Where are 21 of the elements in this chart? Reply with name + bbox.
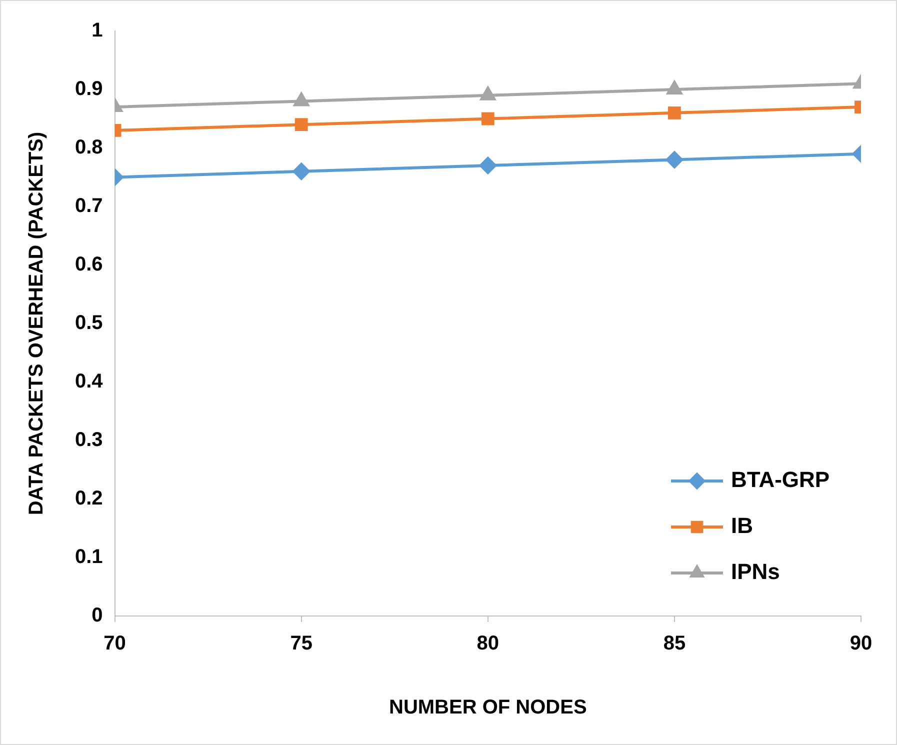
x-tick-label: 75 bbox=[290, 632, 312, 655]
legend-label: BTA-GRP bbox=[731, 467, 830, 492]
legend-label: IPNs bbox=[731, 559, 780, 584]
x-tick-label: 80 bbox=[476, 632, 500, 655]
y-tick-label: 1 bbox=[92, 20, 103, 42]
y-tick-label: 0.6 bbox=[74, 254, 103, 276]
y-tick-label: 0.3 bbox=[74, 429, 103, 452]
x-tick-label: 85 bbox=[663, 632, 686, 655]
x-axis-title: NUMBER OF NODES bbox=[389, 696, 587, 719]
y-tick-label: 0.9 bbox=[74, 78, 103, 100]
y-tick-label: 0 bbox=[92, 604, 103, 627]
y-tick-label: 0.2 bbox=[74, 488, 103, 510]
legend-label: IB bbox=[731, 513, 753, 538]
x-tick-label: 90 bbox=[850, 632, 872, 655]
y-tick-label: 0.4 bbox=[74, 370, 104, 393]
y-axis-title: DATA PACKETS OVERHEAD (PACKETS) bbox=[26, 132, 48, 516]
y-tick-label: 0.5 bbox=[74, 312, 103, 334]
y-tick-label: 0.8 bbox=[74, 136, 103, 159]
y-tick-label: 0.1 bbox=[74, 546, 103, 568]
x-tick-label: 70 bbox=[104, 632, 126, 655]
y-tick-label: 0.7 bbox=[74, 195, 103, 218]
